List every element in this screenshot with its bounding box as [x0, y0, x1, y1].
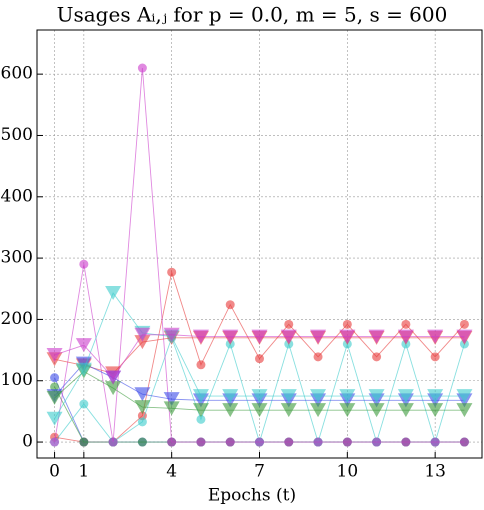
point [105, 370, 122, 385]
point [46, 390, 63, 405]
point [280, 403, 297, 418]
point [79, 399, 89, 409]
y-tick-label: 500 [1, 125, 33, 145]
point [167, 267, 177, 277]
point [280, 329, 297, 344]
point [196, 360, 206, 370]
plot-frame [36, 29, 483, 459]
point [251, 403, 268, 418]
point [192, 389, 209, 404]
point [79, 259, 89, 269]
x-tick-label: 1 [78, 462, 89, 482]
point [134, 387, 151, 402]
point [134, 400, 151, 415]
point [134, 335, 151, 350]
point [163, 401, 180, 416]
point [137, 437, 147, 447]
y-tick-label: 400 [1, 186, 33, 206]
point [339, 329, 356, 344]
point [401, 437, 411, 447]
point [222, 403, 239, 418]
point [255, 354, 264, 364]
point [46, 411, 63, 426]
point [342, 437, 352, 447]
point [368, 403, 385, 418]
point [192, 403, 209, 418]
point [225, 437, 235, 447]
point [397, 403, 414, 418]
point [427, 389, 444, 404]
point [222, 329, 239, 344]
point [280, 389, 297, 404]
y-tick-label: 100 [1, 370, 33, 390]
point [397, 389, 414, 404]
point [79, 437, 89, 447]
x-axis-label: Epochs (t) [208, 486, 296, 506]
point [105, 381, 122, 396]
point [196, 414, 206, 424]
x-tick-label: 7 [254, 462, 265, 482]
point [372, 437, 382, 447]
point [134, 327, 151, 342]
point [397, 329, 414, 344]
point [163, 327, 180, 342]
point [313, 352, 323, 362]
point [75, 338, 92, 353]
point [196, 437, 206, 447]
chart-title: Usages Aᵢ,ⱼ for p = 0.0, m = 5, s = 600 [57, 3, 448, 27]
point [192, 329, 209, 344]
point [137, 63, 147, 73]
point [163, 392, 180, 407]
y-tick-label: 0 [22, 432, 33, 452]
point [339, 403, 356, 418]
point [222, 389, 239, 404]
point [430, 437, 440, 447]
point [401, 319, 411, 329]
point [167, 437, 177, 447]
point [456, 329, 473, 344]
point [456, 403, 473, 418]
point [284, 319, 294, 329]
y-tick-label: 300 [1, 248, 33, 268]
point [50, 373, 60, 383]
point [313, 437, 323, 447]
point [108, 437, 118, 447]
point [339, 389, 356, 404]
x-tick-label: 4 [166, 462, 177, 482]
point [372, 352, 382, 362]
point [310, 389, 327, 404]
point [137, 417, 147, 427]
point [368, 329, 385, 344]
point [251, 329, 268, 344]
point [459, 319, 469, 329]
point [430, 352, 440, 362]
y-tick-label: 600 [1, 64, 33, 84]
point [368, 389, 385, 404]
point [427, 329, 444, 344]
point [456, 389, 473, 404]
point [105, 286, 122, 301]
x-tick-label: 10 [337, 462, 359, 482]
point [427, 403, 444, 418]
point [459, 437, 469, 447]
point [342, 319, 352, 329]
point [251, 389, 268, 404]
point [255, 437, 264, 447]
y-tick-label: 200 [1, 309, 33, 329]
point [310, 403, 327, 418]
point [46, 347, 63, 362]
point [75, 362, 92, 377]
point [50, 437, 60, 447]
x-tick-label: 13 [424, 462, 446, 482]
x-tick-label: 0 [49, 462, 60, 482]
point [310, 329, 327, 344]
point [225, 300, 235, 310]
point [284, 437, 294, 447]
